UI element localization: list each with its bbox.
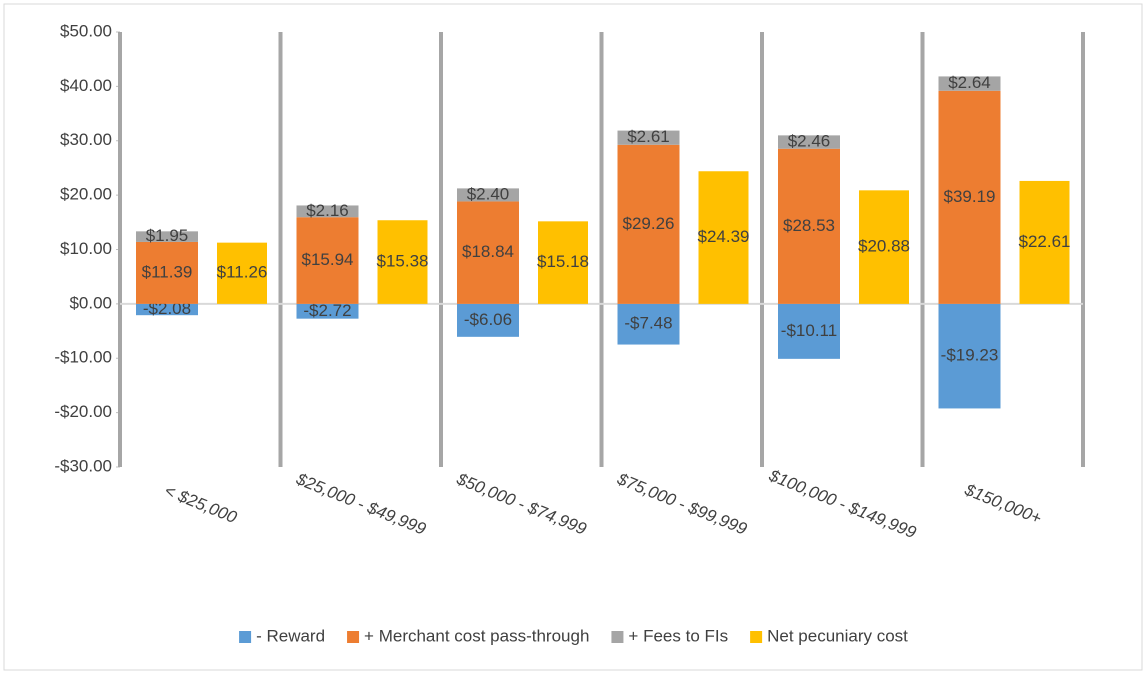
bar <box>296 217 359 304</box>
legend-swatch <box>611 631 624 643</box>
data-label: -$10.11 <box>781 321 837 340</box>
bar <box>377 220 428 304</box>
legend-label: Net pecuniary cost <box>767 626 908 645</box>
data-label: $2.46 <box>788 132 831 151</box>
bar <box>617 130 680 145</box>
data-label: $22.61 <box>1019 232 1071 251</box>
data-label: $11.39 <box>142 262 193 281</box>
bar <box>457 201 519 304</box>
bar <box>778 135 840 149</box>
bar <box>296 303 359 319</box>
data-label: -$19.23 <box>941 346 999 365</box>
bar <box>217 242 267 304</box>
y-tick-label: $40.00 <box>60 76 112 95</box>
data-label: $29.26 <box>623 214 675 233</box>
bar <box>778 303 840 359</box>
bar <box>457 188 519 202</box>
bar <box>938 76 1001 91</box>
legend-swatch <box>750 631 763 643</box>
bar <box>778 148 840 304</box>
bar <box>938 90 1001 304</box>
bar <box>457 303 519 337</box>
data-label: $24.39 <box>698 227 750 246</box>
bar <box>1019 180 1070 304</box>
y-tick-label: -$20.00 <box>54 402 112 421</box>
bar <box>136 303 198 316</box>
data-label: $28.53 <box>783 216 835 235</box>
data-label: $20.88 <box>858 237 910 256</box>
data-label: -$7.48 <box>624 314 672 333</box>
y-tick-label: $30.00 <box>60 130 112 149</box>
data-label: $1.95 <box>146 226 189 245</box>
y-tick-label: $20.00 <box>60 185 112 204</box>
legend-swatch <box>239 631 252 643</box>
data-label: $2.64 <box>948 73 991 92</box>
data-label: -$2.72 <box>303 301 351 320</box>
data-label: $2.16 <box>306 201 349 220</box>
bar <box>538 221 588 304</box>
bar <box>698 171 749 304</box>
bar <box>296 205 359 218</box>
legend-swatch <box>347 631 360 643</box>
legend-label: - Reward <box>256 626 325 645</box>
legend-label: + Merchant cost pass-through <box>364 626 589 645</box>
data-label: $15.94 <box>302 250 354 269</box>
bar <box>617 144 680 304</box>
data-label: $2.61 <box>627 127 670 146</box>
bar <box>859 190 909 304</box>
data-label: -$6.06 <box>464 310 512 329</box>
data-label: $15.38 <box>377 252 429 271</box>
data-label: $39.19 <box>944 187 996 206</box>
y-tick-label: -$10.00 <box>54 348 112 367</box>
bar <box>136 231 198 242</box>
bar <box>136 241 198 304</box>
y-tick-label: $50.00 <box>60 21 112 40</box>
legend-label: + Fees to FIs <box>628 626 728 645</box>
data-label: $11.26 <box>217 263 268 282</box>
data-label: $2.40 <box>467 184 510 203</box>
y-tick-label: -$30.00 <box>54 456 112 475</box>
data-label: $18.84 <box>462 242 514 261</box>
bar <box>938 303 1001 409</box>
data-label: $15.18 <box>537 252 589 271</box>
y-tick-label: $0.00 <box>69 293 112 312</box>
y-tick-label: $10.00 <box>60 239 112 258</box>
bar <box>617 303 680 345</box>
